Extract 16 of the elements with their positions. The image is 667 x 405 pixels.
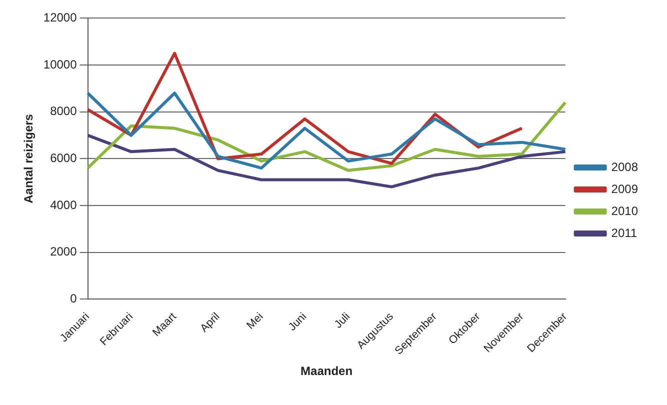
y-tick-label: 2000 [50,244,78,259]
y-tick-label: 12000 [43,10,78,25]
x-tick-label: Juni [286,310,310,334]
legend-label: 2010 [611,204,638,218]
y-tick-label: 10000 [43,57,78,72]
legend-label: 2011 [611,226,638,240]
x-tick-label: Juli [332,310,353,331]
y-tick-label: 8000 [50,104,78,118]
legend-label: 2009 [611,182,638,196]
y-axis-title: Aantal reizigers [22,114,36,204]
y-tick-label: 4000 [50,198,78,212]
legend-label: 2008 [611,160,638,174]
x-axis-title: Maanden [300,364,353,378]
x-tick-label: Mei [244,310,266,332]
y-tick-label: 0 [70,292,78,306]
y-tick-label: 6000 [50,151,78,166]
